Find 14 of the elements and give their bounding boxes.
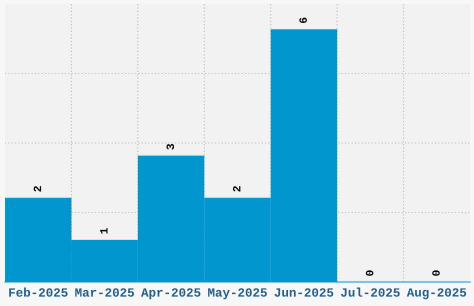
data-label: 0	[366, 270, 374, 276]
data-label: 3	[166, 144, 174, 150]
x-tick-label: Jul-2025	[340, 288, 400, 297]
x-tick-label: Apr-2025	[141, 288, 200, 300]
data-label: 1	[100, 228, 108, 234]
x-tick-label: Jun-2025	[274, 288, 334, 297]
x-tick-label: Feb-2025	[9, 288, 68, 297]
data-label: 6	[299, 18, 307, 24]
data-label: 0	[432, 270, 440, 276]
x-tick-label: Mar-2025	[75, 288, 134, 297]
x-tick-label: May-2025	[208, 288, 267, 300]
data-label: 2	[232, 186, 240, 192]
data-label: 2	[34, 186, 42, 192]
x-tick-label: Aug-2025	[406, 288, 466, 300]
